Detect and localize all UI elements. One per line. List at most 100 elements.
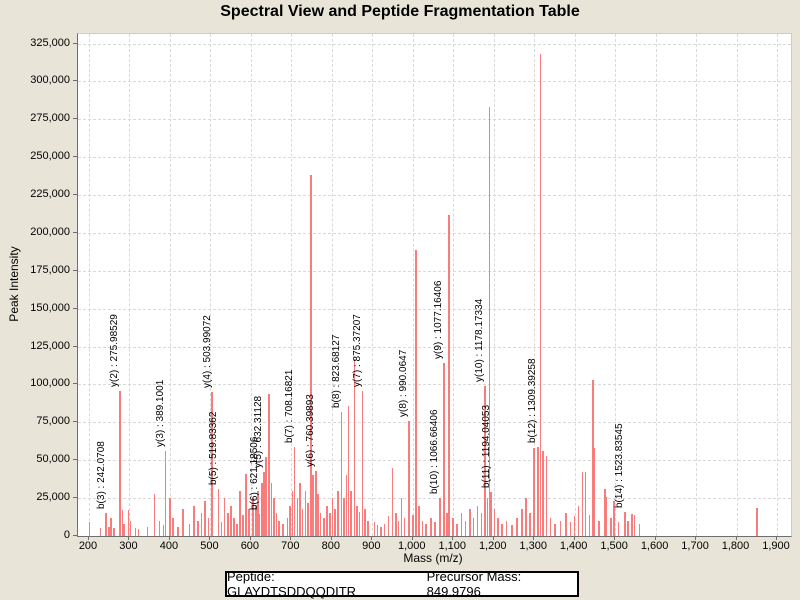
peak-bar[interactable]	[207, 517, 210, 536]
peak-bar[interactable]	[193, 505, 196, 536]
peak-bar[interactable]	[304, 490, 307, 536]
peak-bar[interactable]	[358, 511, 361, 536]
peak-bar[interactable]	[605, 496, 608, 536]
peak-bar[interactable]	[364, 508, 366, 536]
peak-bar[interactable]	[464, 520, 467, 536]
peak-bar[interactable]	[121, 510, 124, 536]
peak-bar[interactable]	[353, 358, 356, 536]
peak-bar[interactable]	[361, 390, 364, 536]
peak-bar[interactable]	[430, 517, 432, 536]
peak-bar[interactable]	[627, 520, 629, 536]
peak-bar[interactable]	[539, 54, 542, 536]
peak-bar[interactable]	[501, 523, 503, 536]
peak-bar[interactable]	[559, 520, 562, 536]
peak-bar[interactable]	[484, 385, 486, 536]
peak-bar[interactable]	[376, 525, 379, 536]
peak-bar[interactable]	[488, 107, 491, 536]
peak-bar[interactable]	[448, 214, 450, 536]
peak-bar[interactable]	[301, 508, 304, 536]
peak-bar[interactable]	[334, 508, 336, 536]
peak-bar[interactable]	[146, 526, 149, 536]
peak-bar[interactable]	[162, 525, 165, 536]
peak-bar[interactable]	[307, 502, 309, 536]
peak-bar[interactable]	[581, 472, 584, 536]
spectral-plot[interactable]: b(3) : 242.0708 y(2) : 275.98529 y(3) : 38…	[77, 33, 792, 537]
peak-bar[interactable]	[230, 505, 232, 536]
peak-bar[interactable]	[127, 510, 130, 536]
peak-bar[interactable]	[275, 513, 278, 536]
peak-bar[interactable]	[486, 498, 489, 536]
peak-bar[interactable]	[223, 498, 226, 536]
peak-bar[interactable]	[263, 472, 265, 536]
peak-bar[interactable]	[322, 517, 325, 536]
peak-bar[interactable]	[577, 505, 580, 536]
peak-bar[interactable]	[197, 520, 200, 536]
peak-bar[interactable]	[293, 446, 296, 536]
peak-bar[interactable]	[617, 522, 620, 536]
peak-bar[interactable]	[204, 501, 206, 536]
peak-bar[interactable]	[496, 517, 499, 536]
peak-bar[interactable]	[337, 490, 339, 536]
peak-bar[interactable]	[329, 513, 331, 536]
peak-bar[interactable]	[592, 379, 594, 536]
peak-bar[interactable]	[239, 490, 241, 536]
peak-bar[interactable]	[400, 498, 403, 536]
peak-bar[interactable]	[452, 517, 455, 536]
peak-bar[interactable]	[549, 517, 552, 536]
peak-bar[interactable]	[593, 448, 596, 536]
peak-bar[interactable]	[278, 520, 280, 536]
peak-bar[interactable]	[397, 520, 400, 536]
peak-bar[interactable]	[476, 505, 479, 536]
peak-bar[interactable]	[296, 498, 299, 536]
peak-bar[interactable]	[529, 513, 531, 536]
peak-bar[interactable]	[387, 516, 390, 536]
peak-bar[interactable]	[312, 475, 314, 536]
peak-bar[interactable]	[113, 527, 115, 536]
peak-bar[interactable]	[343, 498, 345, 536]
peak-bar[interactable]	[235, 523, 238, 536]
peak-bar[interactable]	[533, 448, 535, 536]
peak-bar[interactable]	[573, 516, 576, 536]
peak-bar[interactable]	[350, 490, 353, 536]
peak-bar[interactable]	[268, 393, 270, 536]
peak-bar[interactable]	[456, 523, 459, 536]
peak-bar[interactable]	[227, 513, 229, 536]
peak-bar[interactable]	[134, 528, 137, 536]
peak-bar[interactable]	[421, 520, 424, 536]
peak-bar[interactable]	[367, 520, 370, 536]
peak-bar[interactable]	[211, 392, 213, 536]
peak-bar[interactable]	[391, 467, 394, 536]
peak-bar[interactable]	[604, 489, 606, 536]
peak-bar[interactable]	[282, 523, 285, 536]
peak-bar[interactable]	[286, 517, 289, 536]
peak-bar[interactable]	[347, 405, 350, 536]
peak-bar[interactable]	[299, 482, 302, 536]
peak-bar[interactable]	[545, 455, 548, 536]
peak-bar[interactable]	[169, 498, 171, 536]
peak-bar[interactable]	[505, 520, 508, 536]
peak-bar[interactable]	[153, 493, 156, 536]
peak-bar[interactable]	[188, 523, 191, 536]
peak-bar[interactable]	[493, 508, 496, 536]
peak-bar[interactable]	[345, 475, 348, 536]
peak-bar[interactable]	[254, 505, 257, 536]
peak-bar[interactable]	[525, 498, 527, 536]
peak-bar[interactable]	[273, 498, 275, 536]
peak-bar[interactable]	[108, 526, 110, 536]
peak-bar[interactable]	[258, 514, 261, 536]
peak-bar[interactable]	[480, 513, 483, 536]
peak-bar[interactable]	[613, 501, 615, 536]
peak-bar[interactable]	[245, 473, 247, 536]
peak-bar[interactable]	[407, 420, 410, 536]
peak-bar[interactable]	[99, 528, 102, 536]
peak-bar[interactable]	[424, 523, 427, 536]
peak-bar[interactable]	[164, 451, 167, 536]
peak-bar[interactable]	[383, 523, 386, 536]
peak-bar[interactable]	[314, 470, 317, 536]
peak-bar[interactable]	[340, 411, 343, 536]
peak-bar[interactable]	[200, 513, 203, 536]
peak-bar[interactable]	[326, 505, 328, 536]
peak-bar[interactable]	[177, 526, 179, 536]
peak-bar[interactable]	[446, 513, 448, 536]
peak-bar[interactable]	[630, 514, 633, 536]
